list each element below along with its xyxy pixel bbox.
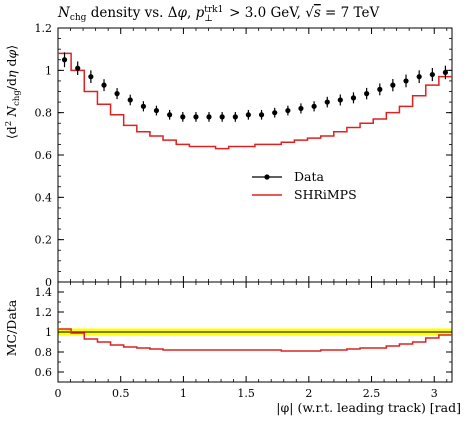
data-point [127,94,133,106]
svg-text:⟨d2 Nchg/dη dφ⟩: ⟨d2 Nchg/dη dφ⟩ [4,45,22,139]
data-point [258,109,265,120]
y-tick-label: 1.4 [35,286,53,299]
main-panel: 0 0.2 0.4 0.6 0.8 1 1.2 [35,22,453,289]
data-marker [193,114,199,120]
data-point [442,65,449,80]
data-marker [61,57,68,63]
data-point [153,105,160,116]
data-point [61,52,68,68]
y-tick-label: 0.8 [35,346,53,359]
data-marker [88,74,94,80]
data-point [285,105,291,116]
ratio-panel: 0.6 0.8 1 1.2 1.4 0 0.5 1 1.5 2 2.5 3 [35,281,453,400]
legend-data-marker [264,174,270,180]
y-tick-label: 0.4 [35,191,53,204]
data-point [429,68,435,82]
chart-title: Nchg density vs. Δφ, ptrk1 ⊥ > 3.0 GeV, √… [57,5,379,24]
data-point [272,107,278,118]
data-point [219,112,225,122]
data-point [167,109,173,120]
x-tick-label: 3 [431,387,438,400]
data-point [114,88,120,100]
x-tick-label: 2 [305,387,312,400]
data-marker [337,97,343,103]
data-marker [153,107,160,114]
x-tick-label: 0 [55,387,62,400]
data-marker [167,112,173,118]
legend-label-shrimps: SHRiMPS [294,187,357,202]
y-tick-label: 1 [45,64,52,77]
plot-frame [57,27,453,283]
data-marker [272,110,278,116]
data-marker [324,99,330,105]
y-tick-label: 0.6 [35,366,53,379]
data-point [311,101,317,112]
data-marker [442,69,449,76]
y-tick-label: 1.2 [35,22,53,35]
data-point [324,96,330,108]
series-shrimps-line [58,52,452,150]
x-tick-label: 1.5 [237,387,255,400]
data-point [206,112,212,122]
data-point [337,94,343,106]
data-marker [219,114,225,120]
data-marker [390,82,396,88]
data-marker [127,97,133,103]
data-marker [258,112,265,118]
main-ylabel: ⟨d2 Nchg/dη dφ⟩ [4,45,22,139]
data-point [245,109,251,120]
data-marker [180,114,186,120]
data-point [377,83,383,96]
data-marker [429,71,435,78]
data-marker [75,65,81,71]
data-marker [298,105,304,112]
y-tick-label: 0.8 [35,107,53,120]
data-point [403,74,409,88]
x-tick-label: 0.5 [112,387,130,400]
data-point [350,92,357,104]
ratio-ylabel: MC/Data [4,299,19,356]
data-marker [114,91,120,97]
data-point [390,79,396,92]
data-marker [416,74,422,80]
data-point [232,112,238,122]
svg-text:Nchg density vs. Δφ, ptrk1⊥ >: Nchg density vs. Δφ, ptrk1 ⊥ > 3.0 GeV, √… [57,5,379,24]
data-marker [101,82,107,88]
y-tick-label: 0.6 [35,149,53,162]
data-point [416,70,422,84]
y-tick-label: 1.2 [35,306,53,319]
legend: Data SHRiMPS [252,169,357,202]
data-point [101,79,107,92]
x-axis-label: |φ| (w.r.t. leading track) [rad] [276,400,461,415]
data-point [75,61,81,75]
x-tick-label: 1 [180,387,187,400]
data-marker [311,103,317,109]
y-tick-label: 0 [45,276,52,289]
data-marker [377,86,383,92]
data-point [180,112,186,122]
data-point [298,103,304,114]
data-marker [140,103,147,109]
y-tick-label: 0.2 [35,234,53,247]
data-marker [232,114,238,120]
data-point [140,101,147,112]
legend-label-data: Data [294,169,324,184]
data-marker [206,114,212,120]
data-point [88,70,94,84]
data-point [193,112,199,122]
data-marker [403,78,409,84]
data-marker [285,107,291,114]
data-marker [350,95,357,101]
y-tick-label: 1 [45,326,52,339]
data-point [364,87,370,100]
ratio-shrimps-line [58,328,452,352]
x-tick-label: 2.5 [363,387,381,400]
data-marker [245,112,251,118]
data-marker [364,91,370,97]
